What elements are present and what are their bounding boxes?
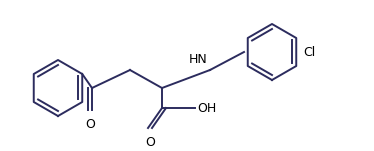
Text: OH: OH <box>197 101 216 114</box>
Text: Cl: Cl <box>303 45 315 58</box>
Text: HN: HN <box>189 53 208 66</box>
Text: O: O <box>85 118 95 131</box>
Text: O: O <box>145 136 155 149</box>
